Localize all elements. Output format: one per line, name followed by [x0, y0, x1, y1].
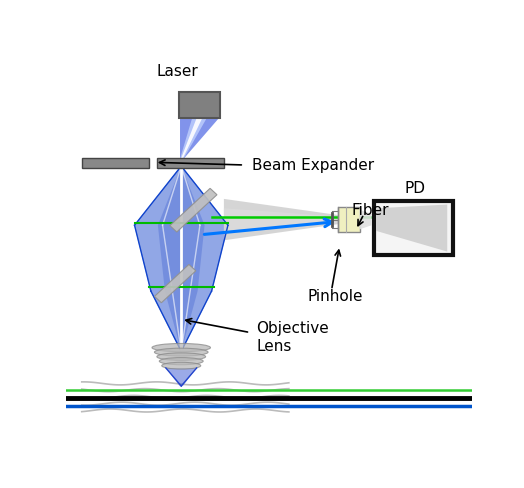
Bar: [179, 92, 220, 119]
Polygon shape: [155, 265, 196, 303]
Text: PD: PD: [405, 181, 425, 196]
Text: Laser: Laser: [156, 64, 198, 79]
Text: Pinhole: Pinhole: [307, 288, 363, 304]
Ellipse shape: [152, 344, 211, 352]
Ellipse shape: [159, 358, 203, 365]
Polygon shape: [180, 119, 219, 161]
Bar: [339, 207, 359, 233]
Polygon shape: [180, 119, 202, 161]
Text: Beam Expander: Beam Expander: [253, 158, 375, 173]
Bar: [82, 159, 149, 169]
Polygon shape: [180, 119, 207, 161]
Text: Objective
Lens: Objective Lens: [256, 321, 329, 353]
Polygon shape: [135, 167, 228, 352]
Polygon shape: [224, 200, 339, 241]
Polygon shape: [135, 167, 228, 352]
Polygon shape: [359, 210, 372, 230]
Bar: [157, 159, 224, 169]
Polygon shape: [376, 205, 447, 252]
Polygon shape: [158, 167, 204, 352]
Bar: [374, 202, 453, 256]
Ellipse shape: [157, 353, 205, 361]
Polygon shape: [224, 209, 339, 231]
Polygon shape: [166, 368, 196, 386]
Polygon shape: [170, 189, 217, 232]
Ellipse shape: [155, 348, 208, 356]
Polygon shape: [180, 119, 219, 161]
Text: Fiber: Fiber: [352, 202, 389, 217]
Ellipse shape: [162, 363, 201, 369]
